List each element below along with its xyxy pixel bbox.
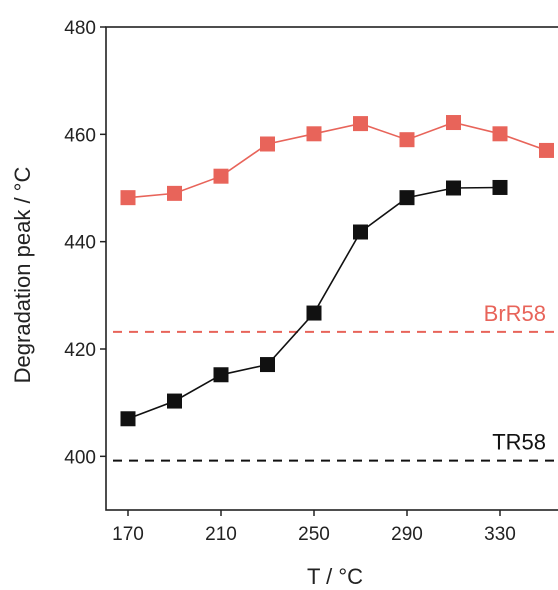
data-point [446, 115, 461, 131]
data-point [353, 116, 368, 132]
y-tick-label: 480 [64, 18, 96, 39]
data-point [492, 126, 508, 142]
x-tick-label: 250 [298, 524, 330, 545]
data-point [446, 180, 461, 196]
y-axis-label: Degradation peak / °C [10, 167, 35, 384]
data-point [260, 357, 275, 373]
data-point [399, 190, 415, 206]
y-axis: 400 420 440 460 480 [64, 18, 106, 468]
data-point [306, 305, 322, 321]
x-tick-label: 210 [205, 524, 237, 545]
x-tick-label: 290 [391, 524, 423, 545]
series-line [127, 186, 501, 420]
data-point [213, 168, 229, 184]
data-point [213, 367, 229, 383]
data-point [399, 132, 415, 148]
data-point [306, 126, 322, 142]
y-tick-label: 440 [64, 233, 96, 254]
reference-line-label: BrR58 [484, 301, 546, 326]
reference-lines: BrR58 TR58 [113, 301, 558, 462]
data-point [539, 142, 554, 158]
y-tick-label: 400 [64, 447, 96, 468]
series-layer [120, 115, 554, 427]
data-point [120, 190, 136, 206]
x-tick-label: 170 [112, 524, 144, 545]
data-point [492, 179, 508, 195]
data-point [353, 224, 368, 240]
data-point [120, 411, 136, 427]
y-tick-label: 460 [64, 125, 96, 146]
data-point [167, 393, 182, 409]
reference-line-label: TR58 [492, 430, 546, 455]
data-point [167, 185, 182, 201]
plot-frame [105, 26, 558, 511]
series-line [127, 121, 547, 199]
data-point [260, 136, 275, 152]
x-tick-label: 330 [484, 524, 516, 545]
x-axis-label: T / °C [307, 564, 363, 589]
x-axis: 170 210 250 290 330 [112, 510, 516, 545]
y-tick-label: 420 [64, 340, 96, 361]
